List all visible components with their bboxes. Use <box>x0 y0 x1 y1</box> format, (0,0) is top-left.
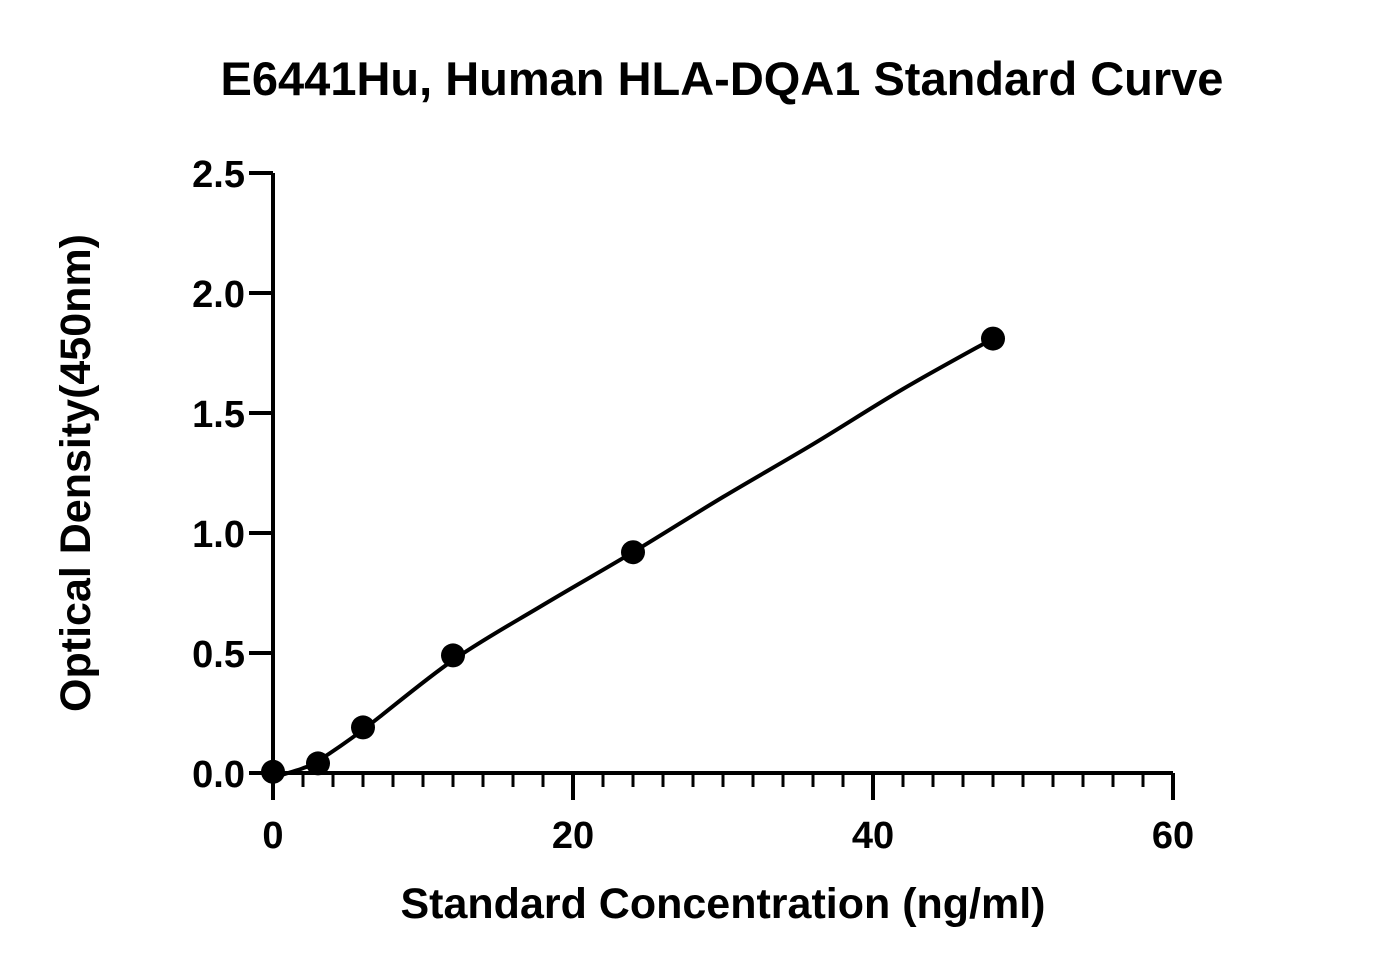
y-axis-label: Optical Density(450nm) <box>52 234 100 712</box>
data-point <box>441 643 465 668</box>
data-point <box>621 540 645 565</box>
plot-area: 0.0 0.5 1.0 1.5 2.0 2.5 0 20 40 60 <box>192 154 1194 857</box>
x-axis-label: Standard Concentration (ng/ml) <box>401 880 1046 928</box>
x-tick-label: 20 <box>552 815 594 857</box>
fit-curve <box>272 336 994 780</box>
data-point <box>261 759 285 784</box>
data-point <box>306 751 330 776</box>
data-point <box>981 326 1005 351</box>
y-tick-label: 1.0 <box>192 514 245 556</box>
x-tick-label: 40 <box>852 815 894 857</box>
y-tick-label: 1.5 <box>192 394 245 436</box>
chart-title: E6441Hu, Human HLA-DQA1 Standard Curve <box>221 52 1224 105</box>
y-tick-label: 2.5 <box>192 154 245 196</box>
y-tick-label: 0.0 <box>192 754 245 796</box>
y-tick-label: 0.5 <box>192 634 245 676</box>
x-tick-label: 60 <box>1152 815 1194 857</box>
y-tick-label: 2.0 <box>192 274 245 316</box>
x-tick-label: 0 <box>262 815 283 857</box>
data-point <box>351 715 375 740</box>
